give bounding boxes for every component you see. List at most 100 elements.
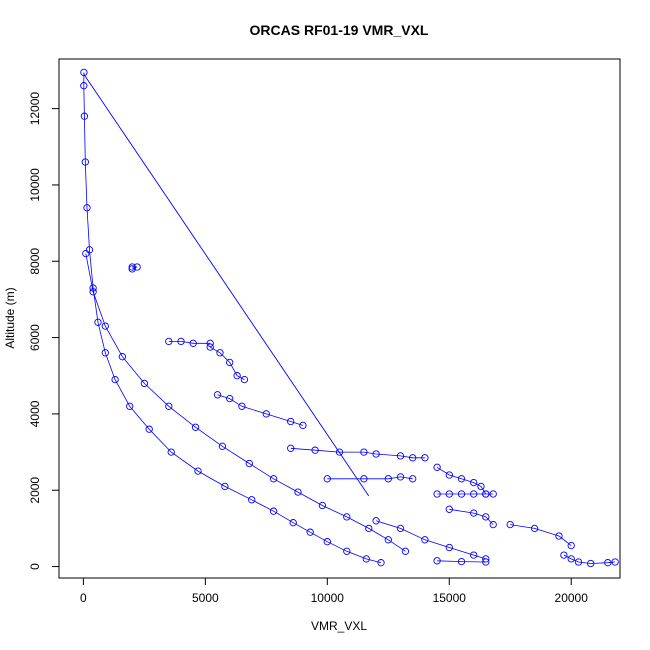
series-line-11 [510,524,572,546]
series-line-10 [449,508,494,525]
data-point [80,68,88,77]
data-point [482,558,490,566]
data-point [445,490,453,498]
data-point [445,471,453,479]
data-point [470,490,478,498]
data-point [470,551,478,559]
data-point [80,112,89,120]
data-point [457,475,466,483]
y-tick-label: 8000 [28,248,42,275]
series-line-12 [375,520,486,560]
data-point [128,263,136,271]
data-point [206,343,214,351]
data-point [604,559,612,567]
data-point [83,204,91,212]
series-line-5 [217,394,304,426]
x-tick-label: 0 [80,591,87,605]
data-point [140,379,149,388]
data-point [165,402,173,410]
data-point [323,538,331,546]
data-point [611,558,619,566]
data-point [482,490,490,498]
data-point [530,524,539,533]
data-point [433,490,441,498]
data-point [560,551,568,559]
data-point [94,318,102,326]
series-line-8 [436,466,487,495]
y-tick-label: 2000 [28,477,42,504]
data-point [409,454,417,462]
series-line-7 [327,476,413,480]
x-tick-label: 20000 [555,591,589,605]
data-point [306,528,314,536]
x-tick-label: 10000 [311,591,345,605]
chart-title: ORCAS RF01-19 VMR_VXL [250,22,429,38]
data-point [567,555,575,563]
data-point [89,288,97,296]
data-point [396,452,405,460]
data-point [226,358,234,367]
data-point [421,536,429,544]
data-point [101,349,109,357]
data-point [81,158,89,166]
y-axis-label: Altitude (m) [3,287,17,348]
data-point [489,490,497,498]
data-point [287,444,295,452]
data-point [343,547,351,555]
data-point [433,463,441,471]
plot-area [80,68,619,568]
data-point [85,246,94,254]
data-point [445,505,453,513]
series-line-1 [85,253,406,552]
y-tick-label: 4000 [28,400,42,427]
series-line-3 [168,340,211,344]
data-point [567,541,575,550]
data-point [555,532,563,540]
data-point [323,475,331,483]
data-point [457,557,466,566]
data-point [101,322,109,330]
data-point [384,475,392,483]
data-point [221,482,229,491]
data-point [470,478,478,487]
data-point [218,442,227,450]
x-axis-label: VMR_VXL [311,619,367,633]
data-point [311,446,319,454]
data-point [396,473,405,481]
data-point [269,475,278,483]
data-point [289,519,297,527]
data-point [133,263,141,271]
data-point [128,265,136,273]
data-point [206,339,214,347]
data-point [233,372,241,380]
data-point [372,450,380,458]
y-tick-label: 6000 [28,324,42,351]
data-point [445,543,453,552]
series-line-13 [437,560,486,563]
data-point [365,524,373,533]
data-point [248,496,256,504]
data-point [213,391,222,399]
y-tick-label: 10000 [28,168,42,202]
data-point [165,337,173,346]
data-point [372,517,380,525]
data-point [587,559,595,568]
connector-line [83,74,370,497]
data-point [377,559,385,567]
data-point [191,423,200,431]
data-point [80,82,88,90]
data-point [318,501,327,510]
data-point [360,448,368,456]
data-point [82,249,90,258]
plot-frame [58,58,621,579]
data-point [294,488,302,496]
data-point [189,339,197,347]
data-point [409,475,417,483]
data-point [118,353,127,361]
y-tick-label: 12000 [28,92,42,126]
x-tick-label: 15000 [433,591,467,605]
data-point [299,421,307,430]
data-point [401,547,410,555]
